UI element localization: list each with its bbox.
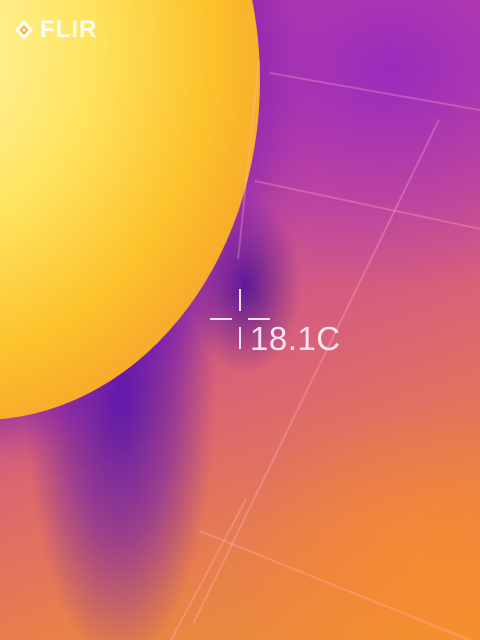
floor-seam: [254, 180, 480, 232]
flir-logo: FLIR: [14, 16, 97, 44]
crosshair-icon: [210, 289, 270, 349]
spot-temperature-reading: 18.1C: [250, 320, 341, 357]
flir-diamond-logo-icon: [15, 20, 33, 40]
floor-seam: [170, 498, 247, 640]
floor-seam: [269, 72, 480, 114]
hot-object-region: [0, 0, 260, 420]
floor-seam: [199, 530, 479, 640]
logo-text: FLIR: [40, 16, 98, 43]
